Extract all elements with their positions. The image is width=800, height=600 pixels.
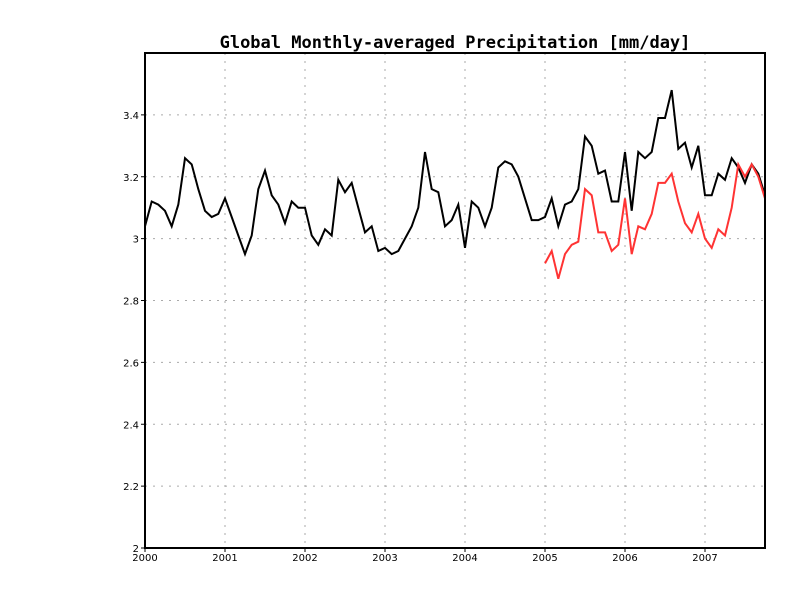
y-tick-label: 2 [133,544,139,555]
grid [145,53,765,548]
chart-title: Global Monthly-averaged Precipitation [m… [220,33,691,53]
x-tick-label: 2007 [692,553,717,564]
series-line-0 [144,89,766,258]
y-axis: 2 2.2 2.4 2.6 2.8 3 3.2 3.4 [123,111,145,555]
y-tick-label: 3.4 [123,111,139,122]
y-tick-label: 3 [133,235,139,246]
x-tick-label: 2002 [292,553,317,564]
x-tick-label: 2003 [372,553,397,564]
series-group [144,89,766,280]
y-tick-label: 2.2 [123,482,139,493]
y-tick-label: 2.6 [123,358,139,369]
plot-frame [144,52,766,549]
x-axis: 2000 2001 2002 2003 2004 2005 2006 2007 [132,548,718,564]
x-tick-label: 2005 [532,553,557,564]
y-tick-label: 2.4 [123,420,139,431]
x-tick-label: 2006 [612,553,637,564]
y-tick-label: 2.8 [123,297,139,308]
x-tick-label: 2004 [452,553,477,564]
x-tick-label: 2000 [132,553,157,564]
y-tick-label: 3.2 [123,173,139,184]
x-tick-label: 2001 [212,553,237,564]
series-line-1 [544,161,766,280]
